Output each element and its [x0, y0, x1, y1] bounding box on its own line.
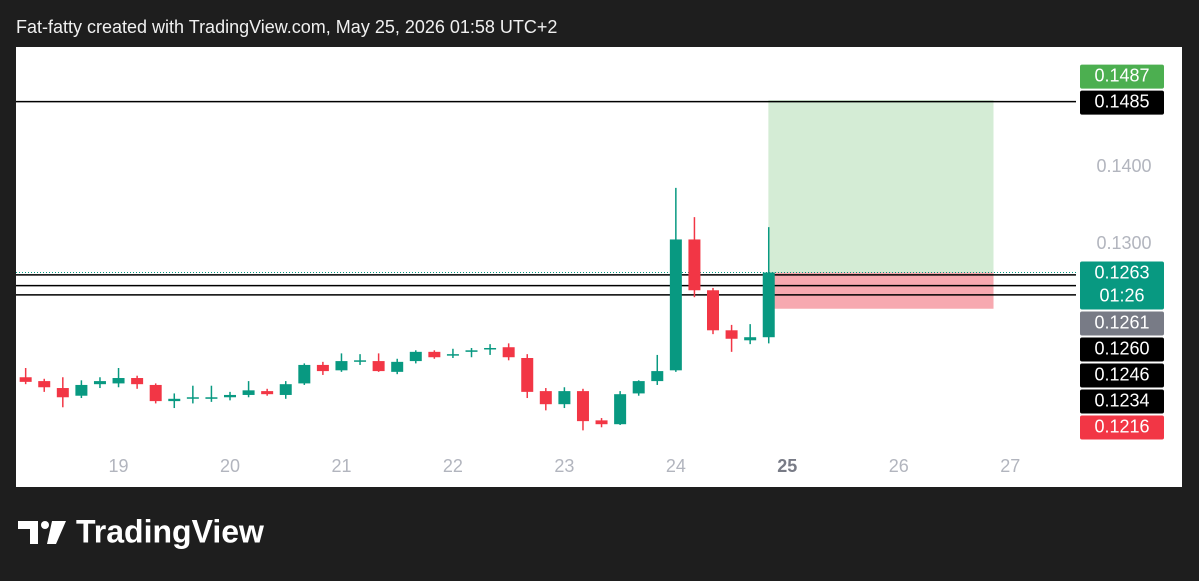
- price-tag-label: 0.1487: [1094, 65, 1149, 85]
- y-tick-label: 0.1400: [1096, 156, 1151, 176]
- header: Fat-fatty created with TradingView.com, …: [16, 17, 557, 37]
- candle-body: [112, 378, 125, 384]
- price-tag-label: 0.1485: [1094, 91, 1149, 111]
- candle-body: [335, 361, 348, 371]
- x-tick-label: 23: [554, 456, 574, 476]
- candle-body: [261, 391, 274, 395]
- candle-body: [688, 239, 701, 291]
- price-tag-label: 0.1234: [1094, 390, 1149, 410]
- x-tick-label: 19: [109, 456, 129, 476]
- price-tag: [1080, 261, 1164, 310]
- candle-body: [558, 391, 571, 405]
- candle-body: [632, 381, 645, 394]
- candle-body: [354, 360, 367, 362]
- candle-body: [279, 384, 292, 395]
- x-tick-label: 20: [220, 456, 240, 476]
- candle-body: [316, 364, 329, 372]
- candle-body: [205, 397, 218, 399]
- candle-body: [168, 398, 181, 402]
- price-tag-label: 0.1216: [1094, 416, 1149, 436]
- x-tick-label: 26: [889, 456, 909, 476]
- x-tick-label: 22: [443, 456, 463, 476]
- candle-body: [614, 394, 627, 425]
- position-loss-zone: [768, 272, 994, 309]
- x-tick-label: 24: [666, 456, 686, 476]
- candle-body: [19, 377, 32, 382]
- candle-body: [484, 347, 497, 350]
- x-tick-label: 25: [777, 456, 797, 476]
- candle-body: [502, 347, 515, 358]
- brand-logo: [18, 521, 66, 544]
- price-tag-label: 0.1261: [1094, 312, 1149, 332]
- price-tag-label: 0.1260: [1094, 338, 1149, 358]
- candle-body: [744, 337, 757, 341]
- candle-body: [409, 351, 422, 362]
- candle-body: [576, 391, 589, 422]
- candle-body: [298, 364, 311, 384]
- candle-body: [762, 272, 775, 338]
- candle-body: [93, 381, 106, 385]
- candle-body: [669, 239, 682, 371]
- candle-body: [38, 381, 51, 388]
- candle-body: [651, 371, 664, 382]
- candle-body: [521, 358, 534, 392]
- candle-body: [149, 384, 162, 402]
- candle-body: [595, 420, 608, 425]
- candle-body: [446, 354, 459, 356]
- price-tag: [1080, 90, 1164, 115]
- candle-body: [539, 391, 552, 405]
- candle-body: [707, 290, 720, 331]
- candle-body: [391, 361, 404, 372]
- position-profit-zone: [768, 100, 994, 273]
- candle-body: [186, 397, 199, 399]
- candle-body: [725, 330, 738, 339]
- candle-body: [242, 390, 255, 395]
- logo-part: [47, 521, 66, 544]
- price-tag: [1080, 311, 1164, 336]
- price-tag-label: 0.1263: [1094, 262, 1149, 282]
- candle-body: [224, 394, 237, 398]
- candle-body: [372, 361, 385, 372]
- x-tick-label: 27: [1000, 456, 1020, 476]
- candle-body: [131, 378, 144, 385]
- candle-body: [56, 388, 69, 398]
- logo-part: [41, 521, 49, 529]
- logo-part: [18, 521, 38, 544]
- candle-body: [75, 384, 88, 396]
- price-tag: [1080, 389, 1164, 414]
- price-tag: [1080, 363, 1164, 388]
- y-tick-label: 0.1300: [1096, 233, 1151, 253]
- brand-name: TradingView: [76, 513, 264, 549]
- price-tag: [1080, 337, 1164, 362]
- x-tick-label: 21: [331, 456, 351, 476]
- price-tag-label: 0.1246: [1094, 364, 1149, 384]
- countdown-label: 01:26: [1099, 285, 1144, 305]
- price-tag: [1080, 415, 1164, 440]
- price-tag: [1080, 64, 1164, 89]
- candle-body: [465, 350, 478, 352]
- candle-body: [428, 351, 441, 358]
